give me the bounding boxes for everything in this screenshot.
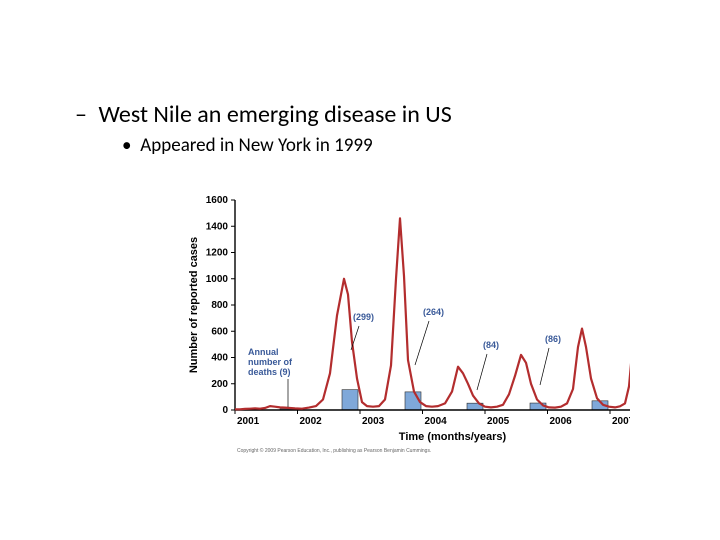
svg-text:2005: 2005 [487,416,510,427]
bullet-icon: • [122,134,136,157]
svg-text:Annual: Annual [248,347,279,357]
svg-text:0: 0 [222,405,228,416]
svg-text:400: 400 [211,353,228,364]
svg-text:Copyright © 2009 Pearson Educa: Copyright © 2009 Pearson Education, Inc.… [237,447,431,454]
svg-text:(264): (264) [423,307,444,317]
slide-subheading: • Appeared in New York in 1999 [122,134,373,157]
svg-text:1200: 1200 [206,248,229,259]
svg-text:2006: 2006 [550,416,573,427]
chart-container: 0 200 400 600 800 1000 1200 1400 1600 2001 2002 200… [180,190,630,470]
svg-text:600: 600 [211,326,228,337]
chart-svg: 0 200 400 600 800 1000 1200 1400 1600 2001 2002 200… [180,190,630,470]
svg-text:200: 200 [211,379,228,390]
svg-text:deaths (9): deaths (9) [248,367,291,377]
svg-text:Number of reported cases: Number of reported cases [188,237,200,373]
svg-text:2003: 2003 [362,416,385,427]
svg-text:1000: 1000 [206,274,229,285]
svg-text:(299): (299) [353,312,374,322]
svg-text:(84): (84) [483,340,499,350]
svg-text:number of: number of [248,357,293,367]
svg-text:2007: 2007 [612,416,630,427]
svg-text:1600: 1600 [206,195,229,206]
svg-text:(86): (86) [545,334,561,344]
svg-text:2002: 2002 [300,416,323,427]
heading-text: West Nile an emerging disease in US [98,100,451,129]
dash-icon: – [75,100,93,129]
svg-text:1400: 1400 [206,221,229,232]
subheading-text: Appeared in New York in 1999 [140,134,372,157]
svg-text:2001: 2001 [237,416,260,427]
slide-heading: – West Nile an emerging disease in US [75,100,452,129]
svg-text:Time (months/years): Time (months/years) [399,431,507,443]
svg-text:2004: 2004 [425,416,448,427]
svg-text:800: 800 [211,300,228,311]
